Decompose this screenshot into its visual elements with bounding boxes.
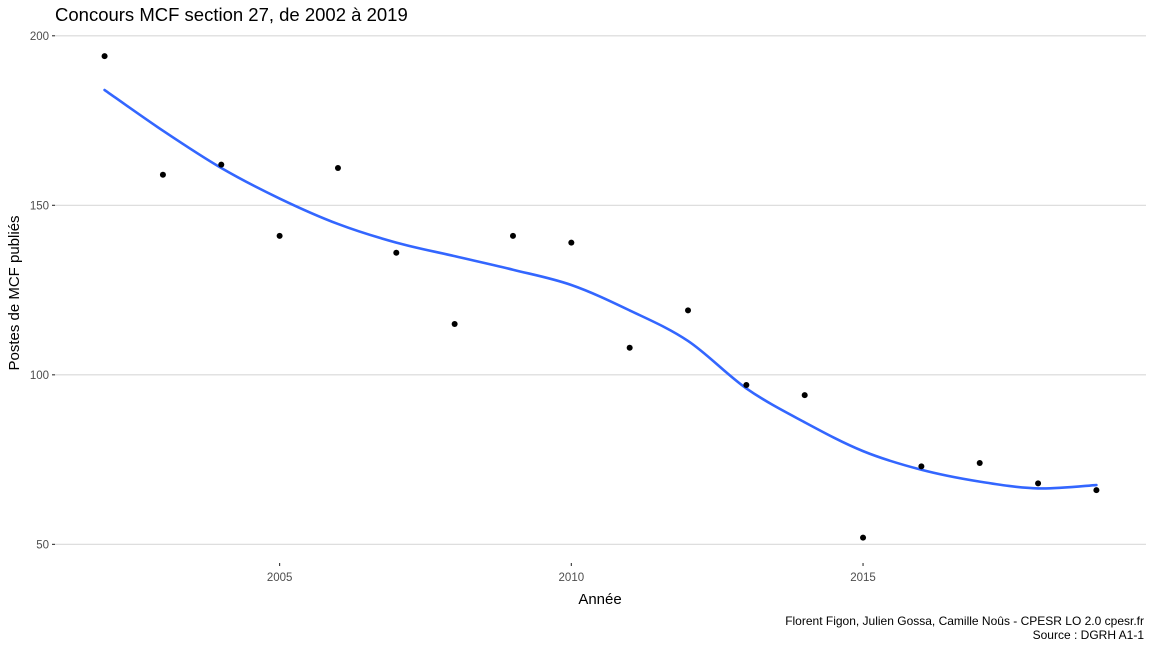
caption-source: Source : DGRH A1-1 <box>1033 628 1145 642</box>
y-tick-label: 50 <box>36 539 49 551</box>
data-point-2009 <box>509 232 516 239</box>
y-tick-label: 150 <box>30 200 49 212</box>
data-point-2010 <box>568 239 575 246</box>
data-point-2016 <box>918 463 925 470</box>
y-tick-label: 200 <box>30 31 49 43</box>
data-point-2012 <box>685 307 692 314</box>
data-point-2014 <box>801 392 808 399</box>
data-point-2013 <box>743 382 750 388</box>
chart-title: Concours MCF section 27, de 2002 à 2019 <box>55 4 408 25</box>
x-tick-label: 2005 <box>267 572 293 584</box>
data-point-2004 <box>218 161 225 168</box>
data-point-2015 <box>860 534 867 541</box>
y-axis-title: Postes de MCF publiés <box>6 215 23 370</box>
y-axis: 50 100 150 200 <box>30 31 55 551</box>
smooth-trend-line <box>103 88 1098 490</box>
data-points <box>101 53 1100 541</box>
data-point-2006 <box>334 165 341 172</box>
data-point-2007 <box>393 249 400 256</box>
x-axis: 2005 2010 2015 <box>267 563 876 584</box>
gridlines <box>55 35 1146 545</box>
data-point-2019 <box>1093 487 1100 494</box>
y-tick-label: 100 <box>30 370 49 382</box>
data-point-2017 <box>976 459 983 466</box>
x-tick-label: 2015 <box>850 572 876 584</box>
data-point-2003 <box>159 171 166 178</box>
x-tick-label: 2010 <box>559 572 585 584</box>
caption-credits: Florent Figon, Julien Gossa, Camille Noû… <box>785 614 1144 628</box>
data-point-2018 <box>1035 480 1042 487</box>
x-axis-title: Année <box>578 591 621 608</box>
data-point-2008 <box>451 320 458 327</box>
data-point-2002 <box>101 53 108 60</box>
data-point-2005 <box>276 232 283 239</box>
data-point-2011 <box>626 344 633 351</box>
